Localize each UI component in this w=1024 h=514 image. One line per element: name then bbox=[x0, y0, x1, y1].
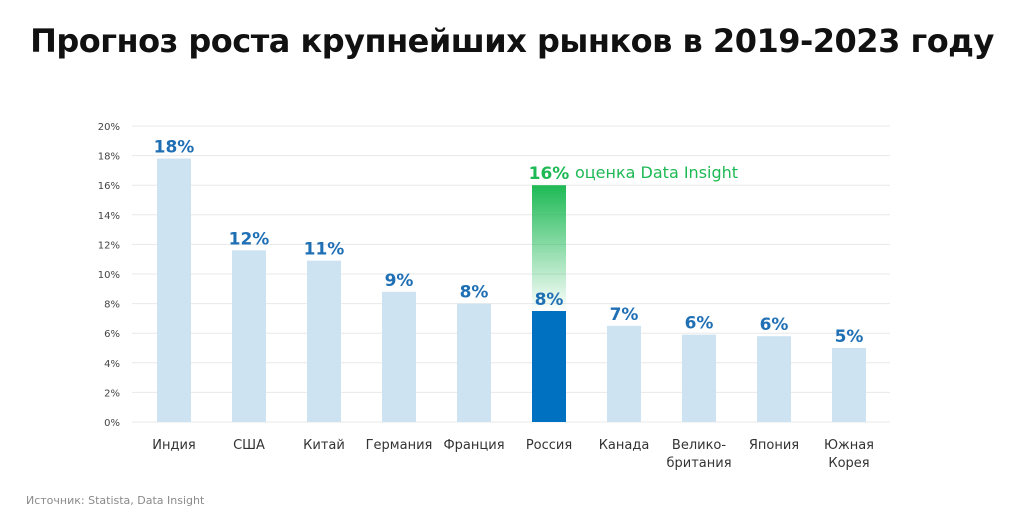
value-label: 7% bbox=[610, 305, 639, 325]
bar bbox=[457, 303, 491, 422]
value-label: 12% bbox=[229, 229, 270, 249]
y-tick-label: 6% bbox=[104, 329, 120, 340]
bar bbox=[832, 348, 866, 422]
value-label: 8% bbox=[535, 290, 564, 310]
y-tick-label: 8% bbox=[104, 300, 120, 311]
source-note: Источник: Statista, Data Insight bbox=[26, 494, 205, 507]
bar bbox=[157, 158, 191, 422]
estimate-value-label: 16% bbox=[529, 164, 570, 184]
y-tick-label: 4% bbox=[104, 359, 120, 370]
bar bbox=[382, 291, 416, 422]
y-axis-ticks: 0% 2% 4% 6% 8% 10% 12% 14% 16% 18% 20% bbox=[98, 122, 120, 429]
category-label: США bbox=[233, 438, 265, 453]
chart-title: Прогноз роста крупнейших рынков в 2019-2… bbox=[30, 22, 994, 60]
category-label: Велико-британия bbox=[666, 438, 731, 471]
value-label: 8% bbox=[460, 283, 489, 303]
estimate-bar bbox=[532, 185, 566, 311]
y-tick-label: 12% bbox=[98, 240, 120, 251]
category-label: Германия bbox=[366, 438, 433, 453]
value-label: 5% bbox=[835, 327, 864, 347]
bars bbox=[157, 158, 866, 422]
value-label: 6% bbox=[760, 315, 789, 335]
value-label: 6% bbox=[685, 314, 714, 334]
y-tick-label: 10% bbox=[98, 270, 120, 281]
bar bbox=[232, 250, 266, 422]
bar bbox=[532, 311, 566, 422]
bar bbox=[757, 336, 791, 422]
value-labels: 18% 12% 11% 9% 8% 16% оценка Data Insight 8% 7% 6… bbox=[154, 138, 864, 347]
category-label: Япония bbox=[749, 438, 799, 453]
bar bbox=[307, 260, 341, 422]
y-tick-label: 2% bbox=[104, 388, 120, 399]
category-labels: Индия США Китай Германия Франция Россия Канада… bbox=[152, 438, 874, 471]
y-tick-label: 20% bbox=[98, 122, 120, 133]
category-label: Южная Корея bbox=[824, 438, 874, 471]
bar bbox=[682, 334, 716, 422]
y-tick-label: 18% bbox=[98, 152, 120, 163]
category-label: Китай bbox=[303, 438, 345, 453]
category-label: Индия bbox=[152, 438, 195, 453]
category-label: Россия bbox=[526, 438, 572, 453]
category-label: Франция bbox=[443, 438, 504, 453]
y-tick-label: 0% bbox=[104, 418, 120, 429]
y-tick-label: 14% bbox=[98, 211, 120, 222]
y-tick-label: 16% bbox=[98, 181, 120, 192]
value-label: 18% bbox=[154, 138, 195, 158]
value-label: 11% bbox=[304, 240, 345, 260]
bar bbox=[607, 325, 641, 422]
estimate-note: оценка Data Insight bbox=[575, 163, 738, 182]
category-label: Канада bbox=[599, 438, 650, 453]
value-label: 9% bbox=[385, 271, 414, 291]
